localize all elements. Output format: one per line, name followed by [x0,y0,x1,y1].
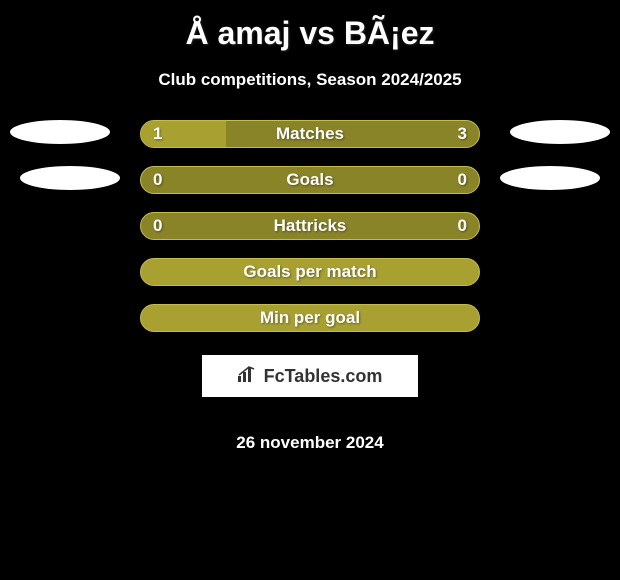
main-container: Å amaj vs BÃ¡ez Club competitions, Seaso… [0,0,620,463]
stat-label: Matches [141,124,479,144]
stat-label: Hattricks [141,216,479,236]
stat-value-left: 1 [153,124,162,144]
stat-bar: Hattricks0 0 [140,212,480,240]
stat-bar: Matches1 3 [140,120,480,148]
stat-label: Min per goal [141,308,479,328]
stat-row: Goals0 0 [0,166,620,194]
logo-text: FcTables.com [238,366,383,387]
stat-label: Goals [141,170,479,190]
stat-bar: Goals0 0 [140,166,480,194]
logo-label: FcTables.com [264,366,383,387]
stat-value-right: 0 [458,170,467,190]
date-text: 26 november 2024 [236,433,383,453]
stat-value-right: 3 [458,124,467,144]
stat-row: Hattricks0 0 [0,212,620,240]
stat-value-right: 0 [458,216,467,236]
page-subtitle: Club competitions, Season 2024/2025 [158,70,461,90]
stat-row: Goals per match [0,258,620,286]
page-title: Å amaj vs BÃ¡ez [186,15,435,52]
stat-bar: Min per goal [140,304,480,332]
stat-label: Goals per match [141,262,479,282]
chart-icon [238,366,258,387]
stat-value-left: 0 [153,170,162,190]
logo-box[interactable]: FcTables.com [202,355,418,397]
stat-row: Min per goal [0,304,620,332]
stats-section: Matches13Goals00Hattricks00Goals per mat… [0,120,620,453]
stat-row: Matches1 3 [0,120,620,148]
stat-value-left: 0 [153,216,162,236]
stat-bar: Goals per match [140,258,480,286]
